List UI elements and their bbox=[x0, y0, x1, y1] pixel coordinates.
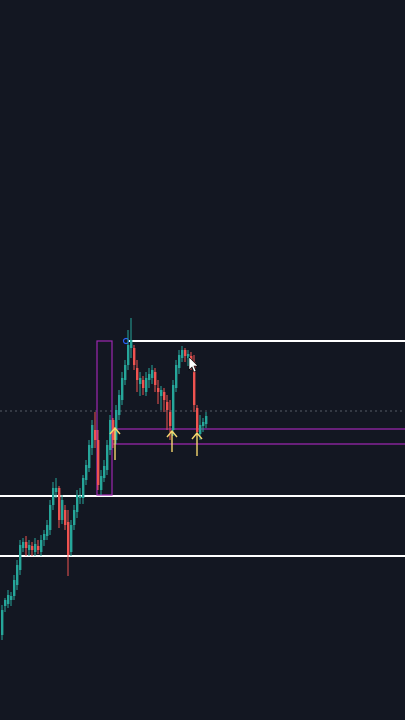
bullish-candle bbox=[202, 422, 205, 426]
bullish-candle bbox=[103, 466, 106, 478]
bearish-candle bbox=[142, 380, 145, 388]
bullish-candle bbox=[7, 595, 10, 604]
bullish-candle bbox=[46, 525, 49, 536]
bullish-candle bbox=[124, 365, 127, 380]
bearish-candle bbox=[64, 510, 67, 525]
bearish-candle bbox=[169, 412, 172, 426]
bullish-candle bbox=[16, 565, 19, 585]
bearish-candle bbox=[157, 388, 160, 392]
bullish-candle bbox=[178, 355, 181, 368]
bullish-candle bbox=[130, 340, 133, 348]
bullish-candle bbox=[76, 495, 79, 512]
bullish-candle bbox=[34, 544, 37, 552]
bearish-candle bbox=[193, 362, 196, 405]
bearish-candle bbox=[37, 546, 40, 550]
bullish-candle bbox=[181, 350, 184, 358]
bullish-candle bbox=[79, 496, 82, 498]
bullish-candle bbox=[187, 354, 190, 358]
bullish-candle bbox=[199, 425, 202, 434]
bullish-candle bbox=[49, 505, 52, 530]
bullish-candle bbox=[55, 488, 58, 492]
bullish-candle bbox=[52, 488, 55, 505]
bullish-candle bbox=[28, 545, 31, 550]
bullish-candle bbox=[82, 478, 85, 498]
bearish-candle bbox=[94, 430, 97, 440]
bullish-candle bbox=[19, 545, 22, 570]
up-arrow-icon bbox=[109, 426, 121, 460]
bullish-candle bbox=[10, 596, 13, 600]
bullish-candle bbox=[70, 525, 73, 552]
bearish-candle bbox=[31, 546, 34, 550]
bullish-candle bbox=[106, 445, 109, 470]
bullish-candle bbox=[175, 365, 178, 388]
bullish-candle bbox=[139, 378, 142, 384]
candles-group bbox=[1, 318, 208, 640]
bearish-candle bbox=[196, 408, 199, 432]
bullish-candle bbox=[127, 345, 130, 365]
bullish-candle bbox=[85, 465, 88, 480]
bullish-candle bbox=[109, 420, 112, 450]
bullish-candle bbox=[121, 378, 124, 400]
bullish-candle bbox=[61, 500, 64, 520]
bearish-candle bbox=[163, 392, 166, 400]
up-arrow-icon bbox=[191, 431, 203, 456]
bullish-candle bbox=[118, 395, 121, 415]
up-arrow-icon bbox=[166, 429, 178, 452]
bullish-candle bbox=[73, 510, 76, 525]
bullish-candle bbox=[148, 374, 151, 380]
bearish-candle bbox=[67, 522, 70, 555]
bearish-candle bbox=[25, 542, 28, 548]
bearish-candle bbox=[136, 368, 139, 380]
bullish-candle bbox=[115, 410, 118, 440]
bullish-candle bbox=[160, 390, 163, 396]
bullish-candle bbox=[4, 600, 7, 606]
bearish-candle bbox=[166, 402, 169, 410]
bearish-candle bbox=[133, 348, 136, 365]
bullish-candle bbox=[43, 534, 46, 540]
mouse-cursor-icon bbox=[188, 356, 199, 373]
bullish-candle bbox=[205, 416, 208, 424]
bullish-candle bbox=[172, 385, 175, 430]
bullish-candle bbox=[22, 542, 25, 548]
bullish-candle bbox=[145, 378, 148, 392]
bullish-candle bbox=[151, 370, 154, 378]
bullish-candle bbox=[13, 580, 16, 596]
bullish-candle bbox=[100, 476, 103, 490]
bearish-candle bbox=[154, 372, 157, 385]
bullish-candle bbox=[1, 610, 4, 635]
bullish-candle bbox=[40, 540, 43, 552]
breakout-zone-box[interactable] bbox=[96, 340, 113, 496]
bullish-candle bbox=[91, 425, 94, 448]
bullish-candle bbox=[88, 445, 91, 468]
bearish-candle bbox=[58, 488, 61, 520]
bearish-candle bbox=[184, 350, 187, 356]
bearish-candle bbox=[97, 440, 100, 485]
